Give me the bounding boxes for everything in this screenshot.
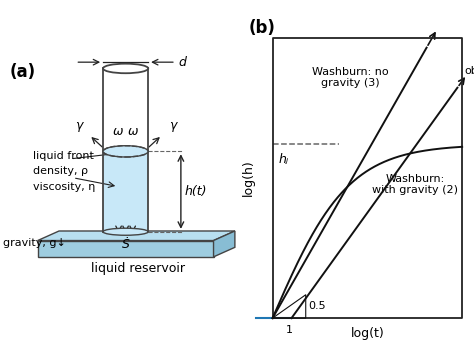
Text: γ: γ <box>169 119 176 132</box>
Text: log(h): log(h) <box>242 159 255 196</box>
Text: (b): (b) <box>249 19 276 37</box>
Text: liquid front: liquid front <box>33 151 93 162</box>
Text: log(t): log(t) <box>350 327 384 340</box>
Text: γ: γ <box>75 119 83 132</box>
Text: ω: ω <box>112 125 123 138</box>
Polygon shape <box>37 241 213 257</box>
Text: ω: ω <box>128 125 139 138</box>
Bar <box>103 151 148 232</box>
Text: h(t): h(t) <box>185 185 207 198</box>
Polygon shape <box>213 231 235 257</box>
Polygon shape <box>37 231 235 241</box>
Text: d: d <box>178 56 186 69</box>
Text: gravity, g↓: gravity, g↓ <box>2 238 65 248</box>
Text: liquid reservoir: liquid reservoir <box>91 262 185 275</box>
Text: 0.5: 0.5 <box>309 301 326 311</box>
Ellipse shape <box>103 64 148 73</box>
Text: Washburn:
with gravity (2): Washburn: with gravity (2) <box>372 174 458 195</box>
Text: hⱼ: hⱼ <box>279 153 289 166</box>
Text: obser: obser <box>465 66 474 76</box>
Text: Washburn: no
gravity (3): Washburn: no gravity (3) <box>312 67 389 89</box>
Text: (a): (a) <box>10 64 36 81</box>
Text: density, ρ: density, ρ <box>33 167 88 176</box>
Ellipse shape <box>103 146 148 157</box>
Text: Ṡ: Ṡ <box>122 238 129 251</box>
Text: viscosity, η: viscosity, η <box>33 182 95 192</box>
Text: 1: 1 <box>286 325 292 335</box>
Ellipse shape <box>103 228 148 235</box>
